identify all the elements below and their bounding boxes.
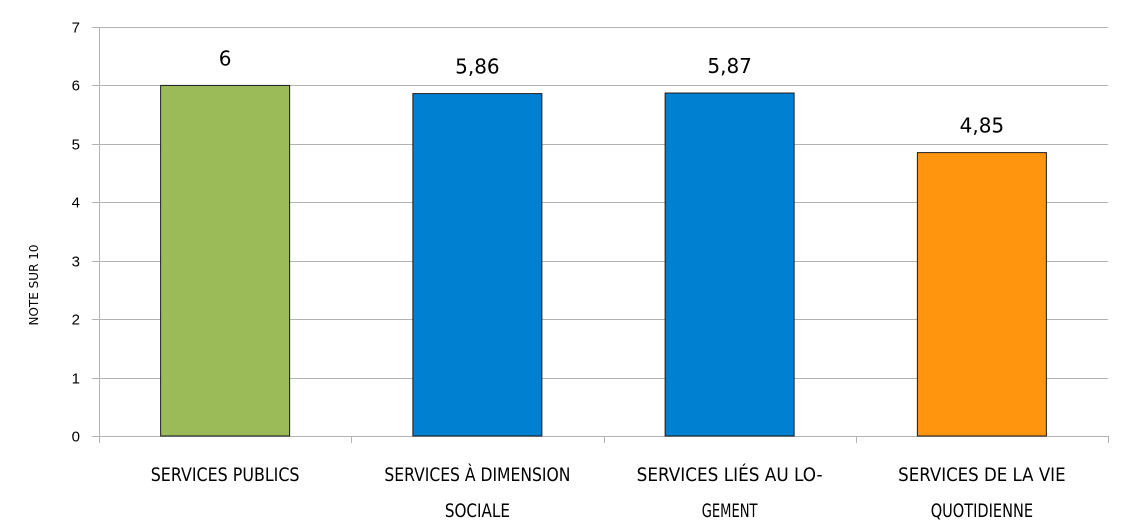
y-tick-label: 4 [72,195,80,212]
x-category-label: SERVICES PUBLICS [151,464,300,486]
data-label: 4,85 [960,114,1005,138]
data-label: 6 [219,46,232,70]
x-category-label: GEMENT [702,500,758,522]
y-axis-title: NOTE SUR 10 [27,245,41,326]
y-tick-label: 7 [72,20,80,37]
x-category-label: SOCIALE [445,500,510,522]
y-tick-label: 3 [72,254,80,271]
x-category-label: SERVICES LIÉS AU LO- [637,463,823,486]
x-category-label: QUOTIDIENNE [931,500,1033,522]
y-tick-label: 6 [72,78,80,95]
y-tick-label: 5 [72,137,80,154]
y-tick-label: 2 [72,312,80,329]
data-label: 5,86 [455,55,500,79]
bar [412,93,543,437]
bars [160,84,1047,437]
bar [916,152,1047,437]
bar [664,92,795,437]
y-tick-label: 0 [72,429,80,446]
labels: 0 1 2 3 4 5 6 7 6 SERVICES PUBLICS 5,86 SERVICES À … [72,20,1066,523]
x-category-label: SERVICES DE LA VIE [898,464,1065,486]
x-category-label: SERVICES À DIMENSION [384,463,570,486]
bar [160,84,291,437]
data-label: 5,87 [707,54,752,78]
y-tick-label: 1 [72,371,80,388]
